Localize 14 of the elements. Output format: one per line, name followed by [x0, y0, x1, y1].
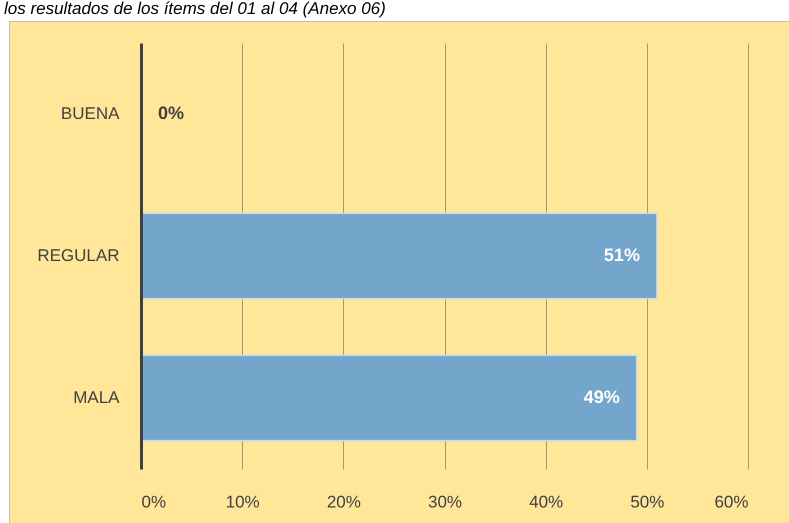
y-tick-label: BUENA — [60, 104, 120, 123]
chart-title: los resultados de los ítems del 01 al 04 (Anexo 06) — [4, 0, 386, 18]
data-label: 49% — [584, 387, 620, 407]
x-tick-label: 10% — [226, 492, 260, 512]
x-tick-label: 30% — [428, 492, 462, 512]
x-tick-label: 20% — [326, 492, 361, 512]
data-label: 0% — [158, 103, 184, 123]
y-tick-label: REGULAR — [37, 246, 120, 265]
y-tick-label: MALA — [73, 388, 120, 407]
x-tick-label: 50% — [630, 492, 664, 512]
x-tick-label: 0% — [142, 492, 166, 512]
x-tick-label: 40% — [529, 492, 564, 512]
x-tick-label: 60% — [714, 492, 748, 512]
data-label: 51% — [604, 245, 640, 265]
